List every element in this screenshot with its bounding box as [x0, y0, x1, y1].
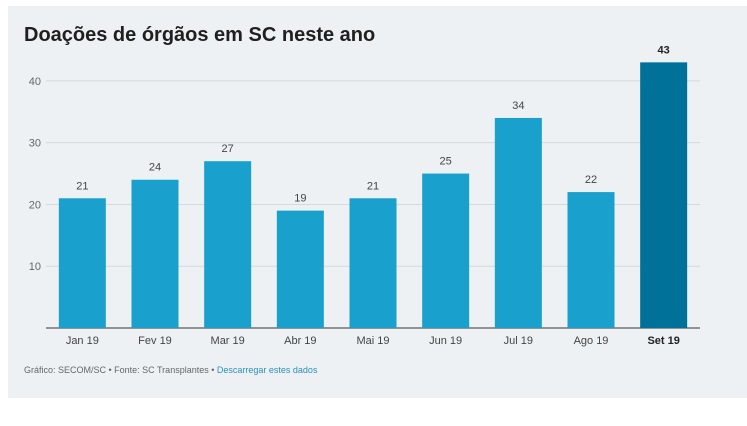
x-tick-label: Set 19: [647, 335, 679, 347]
bar-jun-19[interactable]: [422, 173, 470, 328]
bar-value-label: 19: [294, 193, 306, 205]
x-tick-label: Mai 19: [356, 335, 389, 347]
bar-value-label: 27: [222, 143, 234, 155]
bar-value-label: 43: [658, 44, 670, 56]
x-tick-label: Jan 19: [66, 335, 99, 347]
chart-footer: Gráfico: SECOM/SC • Fonte: SC Transplant…: [24, 365, 317, 375]
x-tick-label: Abr 19: [284, 335, 316, 347]
x-tick-label: Mar 19: [211, 335, 245, 347]
bar-jan-19[interactable]: [58, 198, 106, 328]
y-tick-label: 10: [29, 261, 41, 273]
chart-title: Doações de órgãos em SC neste ano: [24, 24, 376, 46]
bar-ago-19[interactable]: [567, 192, 615, 328]
bar-value-label: 22: [585, 174, 597, 186]
bar-value-label: 25: [440, 156, 452, 168]
x-tick-label: Jun 19: [429, 335, 462, 347]
bar-mar-19[interactable]: [204, 161, 252, 328]
bar-mai-19[interactable]: [349, 198, 397, 328]
y-tick-label: 20: [29, 199, 41, 211]
bar-fev-19[interactable]: [131, 179, 179, 328]
chart-card: Doações de órgãos em SC neste ano 10 20 30…: [8, 6, 747, 398]
bar-abr-19[interactable]: [276, 210, 324, 328]
labels: 10 20 30 40 21 Jan 19 24 Fev 19 27 Mar 19 19 Abr 19…: [29, 44, 680, 347]
bar-chart: 10 20 30 40 21 Jan 19 24 Fev 19 27 Mar 19 19 Abr 19…: [29, 44, 700, 347]
bars: [58, 62, 688, 328]
y-tick-label: 30: [29, 138, 41, 150]
bar-value-label: 21: [367, 180, 379, 192]
x-tick-label: Fev 19: [138, 335, 172, 347]
bar-value-label: 21: [76, 180, 88, 192]
x-tick-label: Ago 19: [574, 335, 609, 347]
source-credit: Gráfico: SECOM/SC • Fonte: SC Transplant…: [24, 365, 215, 375]
y-tick-label: 40: [29, 76, 41, 88]
bar-jul-19[interactable]: [494, 117, 542, 328]
bar-value-label: 34: [512, 100, 524, 112]
bar-set-19[interactable]: [640, 62, 688, 328]
bar-value-label: 24: [149, 162, 161, 174]
x-tick-label: Jul 19: [504, 335, 533, 347]
download-data-link[interactable]: Descarregar estes dados: [216, 365, 318, 375]
